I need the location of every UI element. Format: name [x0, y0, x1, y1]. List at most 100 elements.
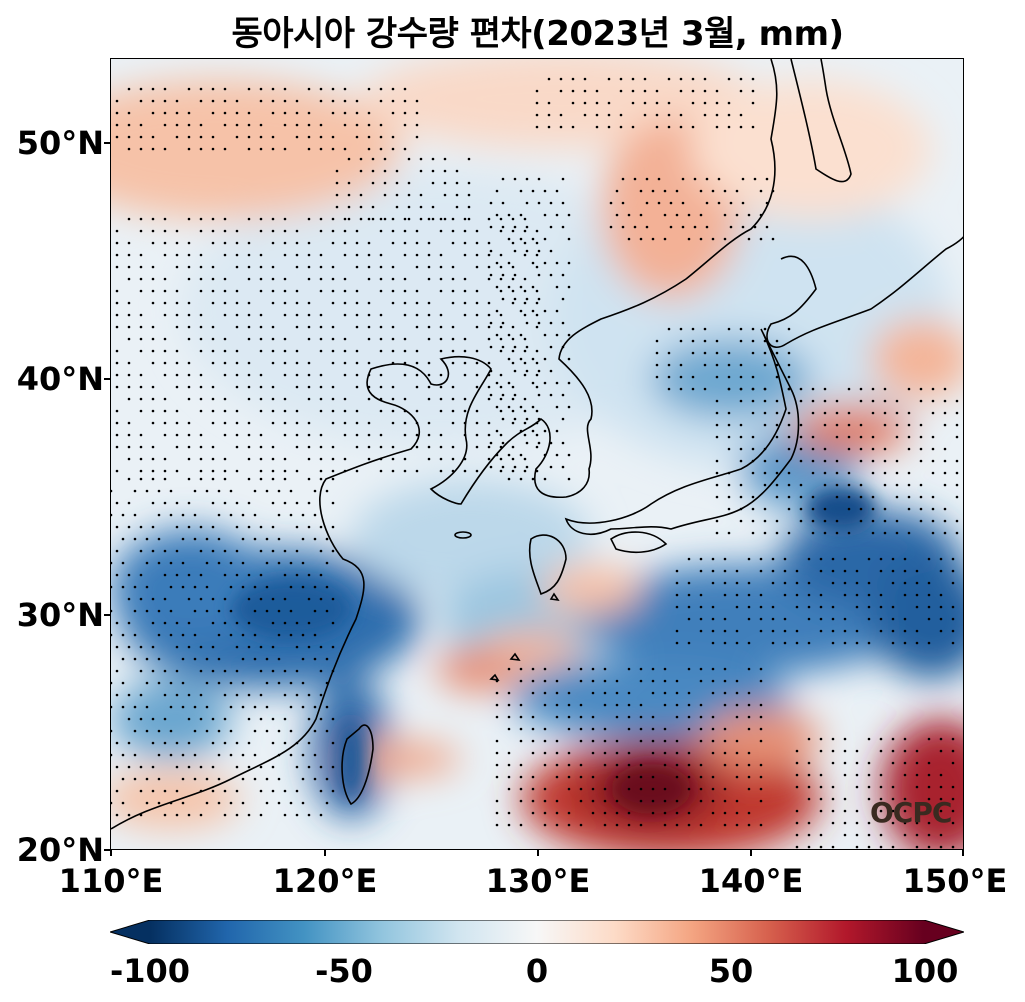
stipple-dot [277, 681, 281, 685]
stipple-dot [603, 787, 607, 791]
stipple-dot [487, 301, 491, 305]
stipple-dot [175, 621, 179, 625]
stipple-dot [355, 135, 359, 139]
stipple-dot [313, 609, 317, 613]
stipple-dot [451, 265, 455, 269]
stipple-dot [223, 693, 227, 697]
stipple-dot [199, 87, 203, 91]
stipple-dot [499, 337, 503, 341]
stipple-dot [379, 409, 383, 413]
stipple-dot [495, 799, 499, 803]
stipple-dot [307, 147, 311, 151]
stipple-dot [347, 205, 351, 209]
stipple-dot [475, 301, 479, 305]
stipple-dot [307, 123, 311, 127]
stipple-dot [403, 337, 407, 341]
stipple-dot [415, 111, 419, 115]
stipple-dot [531, 309, 535, 313]
stipple-dot [907, 507, 911, 511]
stipple-dot [627, 727, 631, 731]
stipple-dot [771, 237, 775, 241]
stipple-dot [603, 679, 607, 683]
stipple-dot [747, 641, 751, 645]
stipple-dot [403, 469, 407, 473]
stipple-dot [427, 421, 431, 425]
stipple-dot [271, 765, 275, 769]
stipple-dot [295, 253, 299, 257]
stipple-dot [331, 147, 335, 151]
stipple-dot [145, 729, 149, 733]
stipple-dot [535, 361, 539, 365]
stipple-dot [187, 313, 191, 317]
stipple-dot [763, 387, 767, 391]
stipple-dot [547, 101, 551, 105]
stipple-dot [675, 679, 679, 683]
stipple-dot [795, 833, 799, 837]
stipple-dot [451, 337, 455, 341]
stipple-dot [475, 421, 479, 425]
stipple-dot [561, 417, 565, 421]
stipple-dot [907, 435, 911, 439]
stipple-dot [687, 811, 691, 815]
stipple-dot [163, 289, 167, 293]
stipple-dot [499, 217, 503, 221]
stipple-dot [687, 557, 691, 561]
colorbar-tick-label: -100 [109, 952, 191, 990]
stipple-dot [751, 339, 755, 343]
stipple-dot [487, 457, 491, 461]
stipple-dot [235, 253, 239, 257]
stipple-dot [739, 125, 743, 129]
stipple-dot [331, 111, 335, 115]
stipple-dot [151, 669, 155, 673]
stipple-dot [549, 225, 553, 229]
stipple-dot [283, 741, 287, 745]
stipple-dot [879, 617, 883, 621]
stipple-dot [523, 397, 527, 401]
stipple-dot [591, 751, 595, 755]
stipple-dot [343, 99, 347, 103]
stipple-dot [567, 237, 571, 241]
stipple-dot [151, 277, 155, 281]
stipple-dot [891, 617, 895, 621]
stipple-dot [271, 397, 275, 401]
stipple-dot [301, 537, 305, 541]
stipple-dot [127, 525, 131, 529]
stipple-dot [561, 297, 565, 301]
stipple-dot [715, 495, 719, 499]
stipple-dot [543, 811, 547, 815]
stipple-dot [187, 445, 191, 449]
stipple-dot [121, 585, 125, 589]
stipple-dot [555, 405, 559, 409]
stipple-dot [555, 679, 559, 683]
stipple-dot [199, 597, 203, 601]
stipple-dot [705, 201, 709, 205]
stipple-dot [403, 361, 407, 365]
stipple-dot [229, 585, 233, 589]
stipple-dot [319, 669, 323, 673]
stipple-dot [715, 351, 719, 355]
stipple-dot [403, 373, 407, 377]
stipple-dot [307, 337, 311, 341]
stipple-dot [127, 217, 131, 221]
stipple-dot [199, 445, 203, 449]
stipple-dot [307, 645, 311, 649]
stipple-dot [747, 667, 751, 671]
stipple-dot [667, 101, 671, 105]
stipple-dot [127, 277, 131, 281]
stipple-dot [319, 313, 323, 317]
stipple-dot [235, 361, 239, 365]
stipple-dot [241, 513, 245, 517]
stipple-dot [307, 361, 311, 365]
stipple-dot [583, 77, 587, 81]
stipple-dot [235, 229, 239, 233]
stipple-dot [525, 441, 529, 445]
stipple-dot [199, 477, 203, 481]
stipple-dot [463, 241, 467, 245]
stipple-dot [187, 361, 191, 365]
stipple-dot [555, 381, 559, 385]
stipple-dot [819, 749, 823, 753]
stipple-dot [391, 217, 395, 221]
stipple-dot [651, 739, 655, 743]
stipple-dot [379, 337, 383, 341]
stipple-dot [277, 777, 281, 781]
